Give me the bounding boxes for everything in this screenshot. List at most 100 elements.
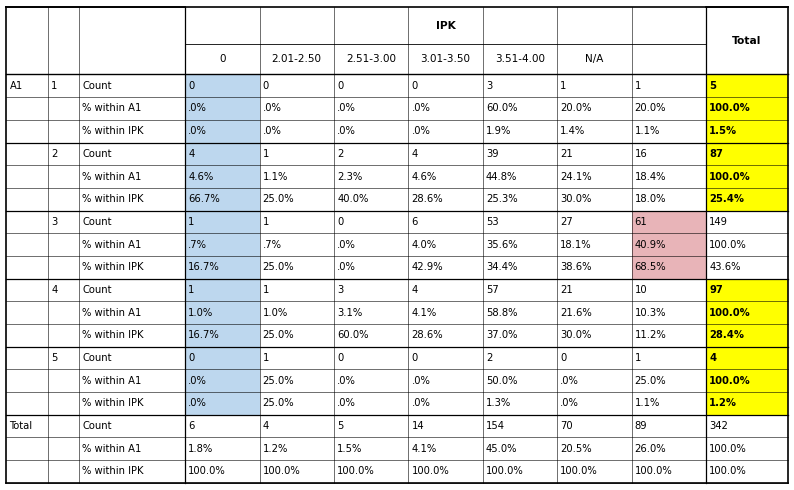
Text: 1: 1 [263,149,269,159]
Text: 154: 154 [486,421,505,431]
Bar [334,301,408,324]
Text: 100.0%: 100.0% [337,466,375,476]
Text: 1.5%: 1.5% [709,126,738,136]
Bar [260,97,334,120]
Text: 25.0%: 25.0% [634,376,666,386]
Bar [6,437,48,460]
Text: 18.0%: 18.0% [634,194,666,204]
Bar [631,97,706,120]
Text: .0%: .0% [337,398,356,408]
Bar [631,233,706,256]
Bar [557,188,631,211]
Text: 342: 342 [709,421,728,431]
Bar [557,324,631,346]
Text: 2.01-2.50: 2.01-2.50 [272,54,322,64]
Text: 11.2%: 11.2% [634,330,666,340]
Bar [483,74,557,97]
Bar [260,165,334,188]
Bar [557,165,631,188]
Text: 100.0%: 100.0% [709,103,751,114]
Text: 100.0%: 100.0% [709,308,751,318]
Text: 20.5%: 20.5% [561,443,592,454]
Text: 1: 1 [634,353,641,363]
Text: 16: 16 [634,149,647,159]
Bar [48,437,79,460]
Text: 1.2%: 1.2% [709,398,737,408]
Bar [48,143,79,165]
Bar [706,97,788,120]
Text: 0: 0 [188,81,195,91]
Bar [557,437,631,460]
Bar [185,233,260,256]
Bar [483,460,557,483]
Bar [260,233,334,256]
Text: 0: 0 [188,353,195,363]
Bar [185,460,260,483]
Bar [557,392,631,415]
Bar [6,188,48,211]
Text: 1.2%: 1.2% [263,443,288,454]
Bar [48,301,79,324]
Bar [334,143,408,165]
Bar [631,278,706,301]
Bar [260,346,334,369]
Bar [557,256,631,278]
Text: 21: 21 [561,285,573,295]
Bar [79,392,185,415]
Bar [185,278,260,301]
Bar [185,324,260,346]
Bar [6,460,48,483]
Text: 100.0%: 100.0% [634,466,673,476]
Text: 4: 4 [188,149,195,159]
Bar [185,256,260,278]
Text: 30.0%: 30.0% [561,330,592,340]
Text: 14: 14 [411,421,424,431]
Text: 1.1%: 1.1% [263,172,288,181]
Bar [557,460,631,483]
Bar [79,301,185,324]
Text: A1: A1 [10,81,23,91]
Bar [48,346,79,369]
Bar [483,415,557,437]
Bar [631,165,706,188]
Text: 60.0%: 60.0% [337,330,368,340]
Text: 16.7%: 16.7% [188,330,220,340]
Text: 1: 1 [188,217,195,227]
Text: 4: 4 [263,421,269,431]
Text: 4: 4 [709,353,716,363]
Text: 24.1%: 24.1% [561,172,592,181]
Bar [334,415,408,437]
Bar [706,437,788,460]
Text: .0%: .0% [188,126,207,136]
Text: 100.0%: 100.0% [561,466,598,476]
Bar [334,188,408,211]
Bar [631,415,706,437]
Bar [334,278,408,301]
Bar [260,120,334,143]
Bar [483,120,557,143]
Text: 70: 70 [561,421,573,431]
Bar [631,324,706,346]
Text: 0: 0 [263,81,269,91]
Text: 10.3%: 10.3% [634,308,666,318]
Text: 3.51-4.00: 3.51-4.00 [495,54,545,64]
Bar [185,392,260,415]
Text: 0: 0 [337,81,343,91]
Bar [631,120,706,143]
Bar [6,74,48,97]
Bar [631,188,706,211]
Text: 25.0%: 25.0% [263,194,295,204]
Bar [334,165,408,188]
Text: 0: 0 [411,81,418,91]
Text: 25.0%: 25.0% [263,398,295,408]
Bar [408,392,483,415]
Bar [706,278,788,301]
Bar [6,7,185,74]
Text: .0%: .0% [337,126,356,136]
Text: 28.6%: 28.6% [411,194,443,204]
Text: 26.0%: 26.0% [634,443,666,454]
Bar [79,74,185,97]
Text: 37.0%: 37.0% [486,330,518,340]
Bar [706,74,788,97]
Bar [260,256,334,278]
